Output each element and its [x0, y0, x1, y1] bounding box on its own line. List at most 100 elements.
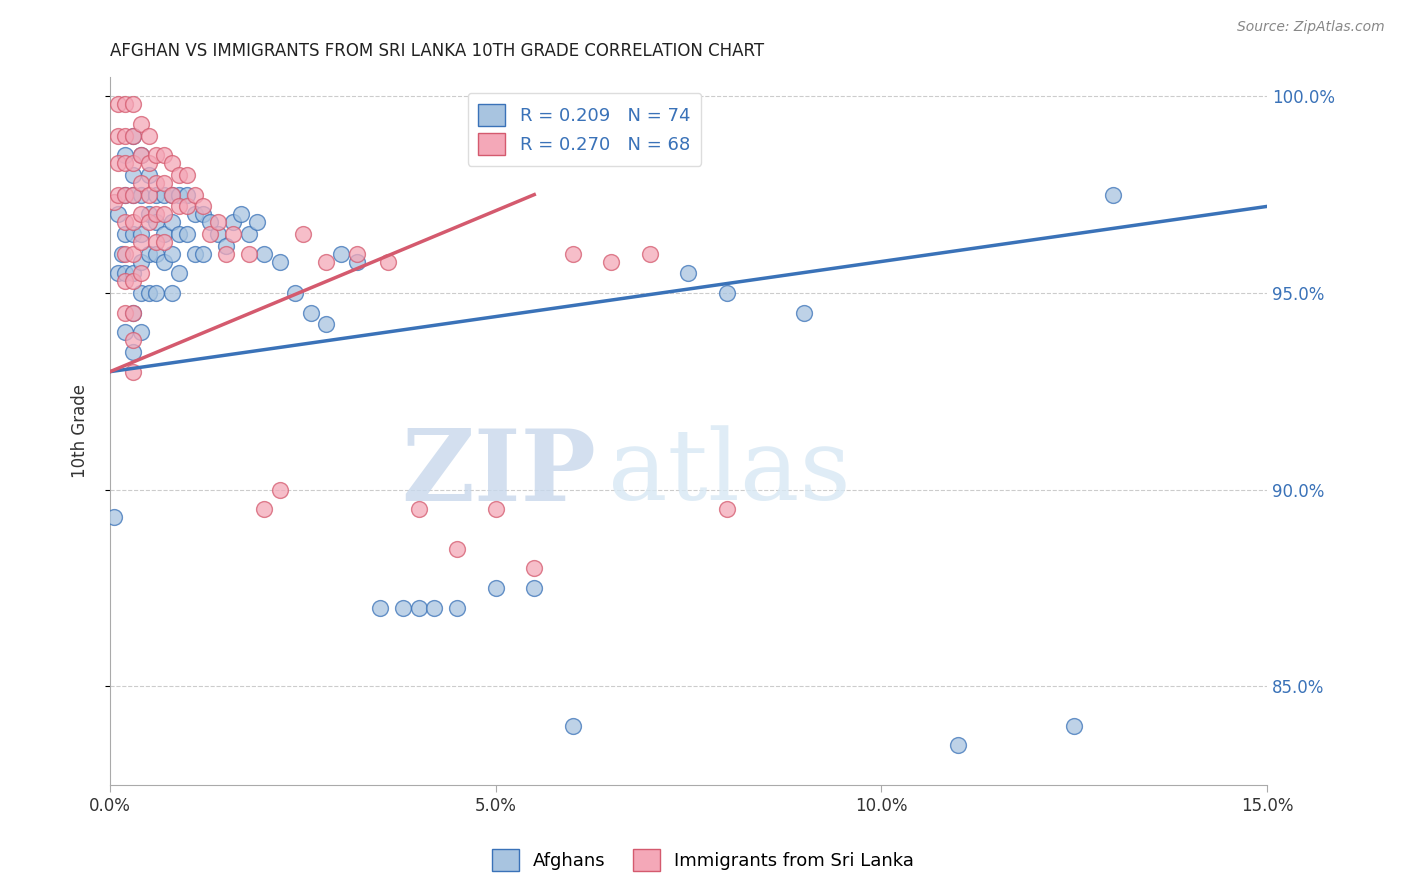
Point — [160, 215, 183, 229]
Point — [153, 235, 176, 249]
Point — [138, 128, 160, 143]
Point — [207, 227, 229, 241]
Point — [122, 345, 145, 359]
Point — [377, 254, 399, 268]
Point — [716, 285, 738, 300]
Point — [129, 235, 152, 249]
Point — [111, 246, 134, 260]
Point — [153, 227, 176, 241]
Point — [600, 254, 623, 268]
Point — [346, 246, 368, 260]
Point — [561, 246, 583, 260]
Point — [122, 156, 145, 170]
Point — [145, 148, 167, 162]
Point — [114, 187, 136, 202]
Point — [138, 156, 160, 170]
Point — [145, 176, 167, 190]
Point — [346, 254, 368, 268]
Point — [129, 207, 152, 221]
Point — [103, 510, 125, 524]
Point — [169, 266, 191, 280]
Point — [145, 215, 167, 229]
Point — [191, 246, 214, 260]
Point — [114, 156, 136, 170]
Point — [176, 227, 198, 241]
Point — [122, 97, 145, 112]
Point — [129, 117, 152, 131]
Point — [392, 600, 415, 615]
Point — [246, 215, 269, 229]
Point — [222, 215, 245, 229]
Point — [114, 266, 136, 280]
Point — [1063, 719, 1085, 733]
Point — [114, 128, 136, 143]
Point — [793, 306, 815, 320]
Point — [423, 600, 446, 615]
Point — [107, 128, 129, 143]
Point — [145, 207, 167, 221]
Point — [160, 246, 183, 260]
Point — [238, 246, 260, 260]
Point — [129, 148, 152, 162]
Point — [122, 246, 145, 260]
Point — [138, 168, 160, 182]
Point — [145, 285, 167, 300]
Point — [153, 187, 176, 202]
Point — [114, 187, 136, 202]
Point — [107, 187, 129, 202]
Point — [678, 266, 700, 280]
Point — [191, 207, 214, 221]
Point — [153, 148, 176, 162]
Point — [122, 365, 145, 379]
Point — [561, 719, 583, 733]
Point — [523, 561, 546, 575]
Point — [284, 285, 307, 300]
Point — [114, 148, 136, 162]
Point — [191, 199, 214, 213]
Point — [200, 227, 222, 241]
Point — [238, 227, 260, 241]
Point — [138, 207, 160, 221]
Point — [169, 187, 191, 202]
Point — [129, 285, 152, 300]
Point — [291, 227, 314, 241]
Point — [107, 97, 129, 112]
Point — [176, 199, 198, 213]
Point — [368, 600, 391, 615]
Point — [129, 326, 152, 340]
Point — [145, 246, 167, 260]
Point — [1101, 187, 1123, 202]
Point — [446, 600, 468, 615]
Point — [231, 207, 253, 221]
Point — [200, 215, 222, 229]
Point — [114, 215, 136, 229]
Point — [129, 254, 152, 268]
Point — [122, 274, 145, 288]
Point — [138, 285, 160, 300]
Point — [114, 227, 136, 241]
Point — [122, 306, 145, 320]
Point — [138, 215, 160, 229]
Point — [122, 168, 145, 182]
Text: atlas: atlas — [607, 425, 851, 521]
Legend: R = 0.209   N = 74, R = 0.270   N = 68: R = 0.209 N = 74, R = 0.270 N = 68 — [468, 93, 702, 166]
Point — [122, 187, 145, 202]
Legend: Afghans, Immigrants from Sri Lanka: Afghans, Immigrants from Sri Lanka — [485, 842, 921, 879]
Point — [114, 246, 136, 260]
Point — [207, 215, 229, 229]
Point — [122, 306, 145, 320]
Point — [122, 128, 145, 143]
Point — [184, 187, 207, 202]
Point — [169, 227, 191, 241]
Point — [160, 156, 183, 170]
Point — [523, 581, 546, 595]
Point — [215, 246, 238, 260]
Point — [638, 246, 661, 260]
Point — [145, 187, 167, 202]
Point — [215, 239, 238, 253]
Point — [160, 187, 183, 202]
Point — [129, 266, 152, 280]
Point — [114, 306, 136, 320]
Point — [103, 195, 125, 210]
Point — [253, 246, 276, 260]
